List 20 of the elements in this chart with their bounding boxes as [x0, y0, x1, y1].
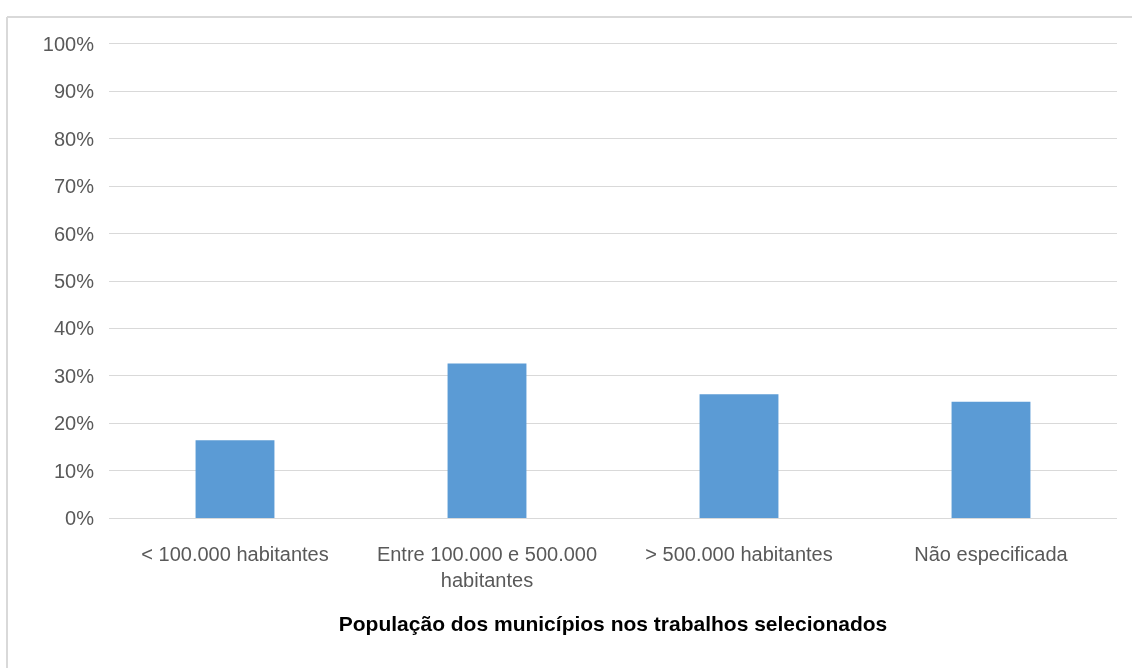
y-tick-label: 60%	[53, 222, 95, 245]
y-tick-label: 10%	[53, 459, 95, 482]
x-tick-label: Entre 100.000 e 500.000 habitantes	[376, 543, 598, 591]
bar	[447, 363, 527, 518]
y-tick-label: 0%	[65, 507, 95, 529]
y-tick-label: 20%	[53, 412, 95, 435]
x-axis-title: População dos municípios nos trabalhos selecionados	[338, 612, 888, 636]
x-tick-label: > 500.000 habitantes	[645, 543, 833, 565]
bar	[951, 401, 1031, 518]
y-tick-label: 80%	[53, 127, 95, 150]
y-tick-label: 100%	[42, 33, 95, 55]
y-tick-label: 30%	[53, 364, 95, 387]
y-tick-label: 40%	[53, 317, 95, 340]
y-tick-label: 70%	[53, 175, 95, 198]
y-tick-label: 50%	[53, 270, 95, 292]
bar	[195, 440, 275, 518]
y-tick-label: 90%	[53, 80, 95, 103]
bar	[699, 394, 779, 518]
x-tick-label: < 100.000 habitantes	[141, 543, 329, 565]
x-tick-label: Não especificada	[914, 543, 1069, 565]
